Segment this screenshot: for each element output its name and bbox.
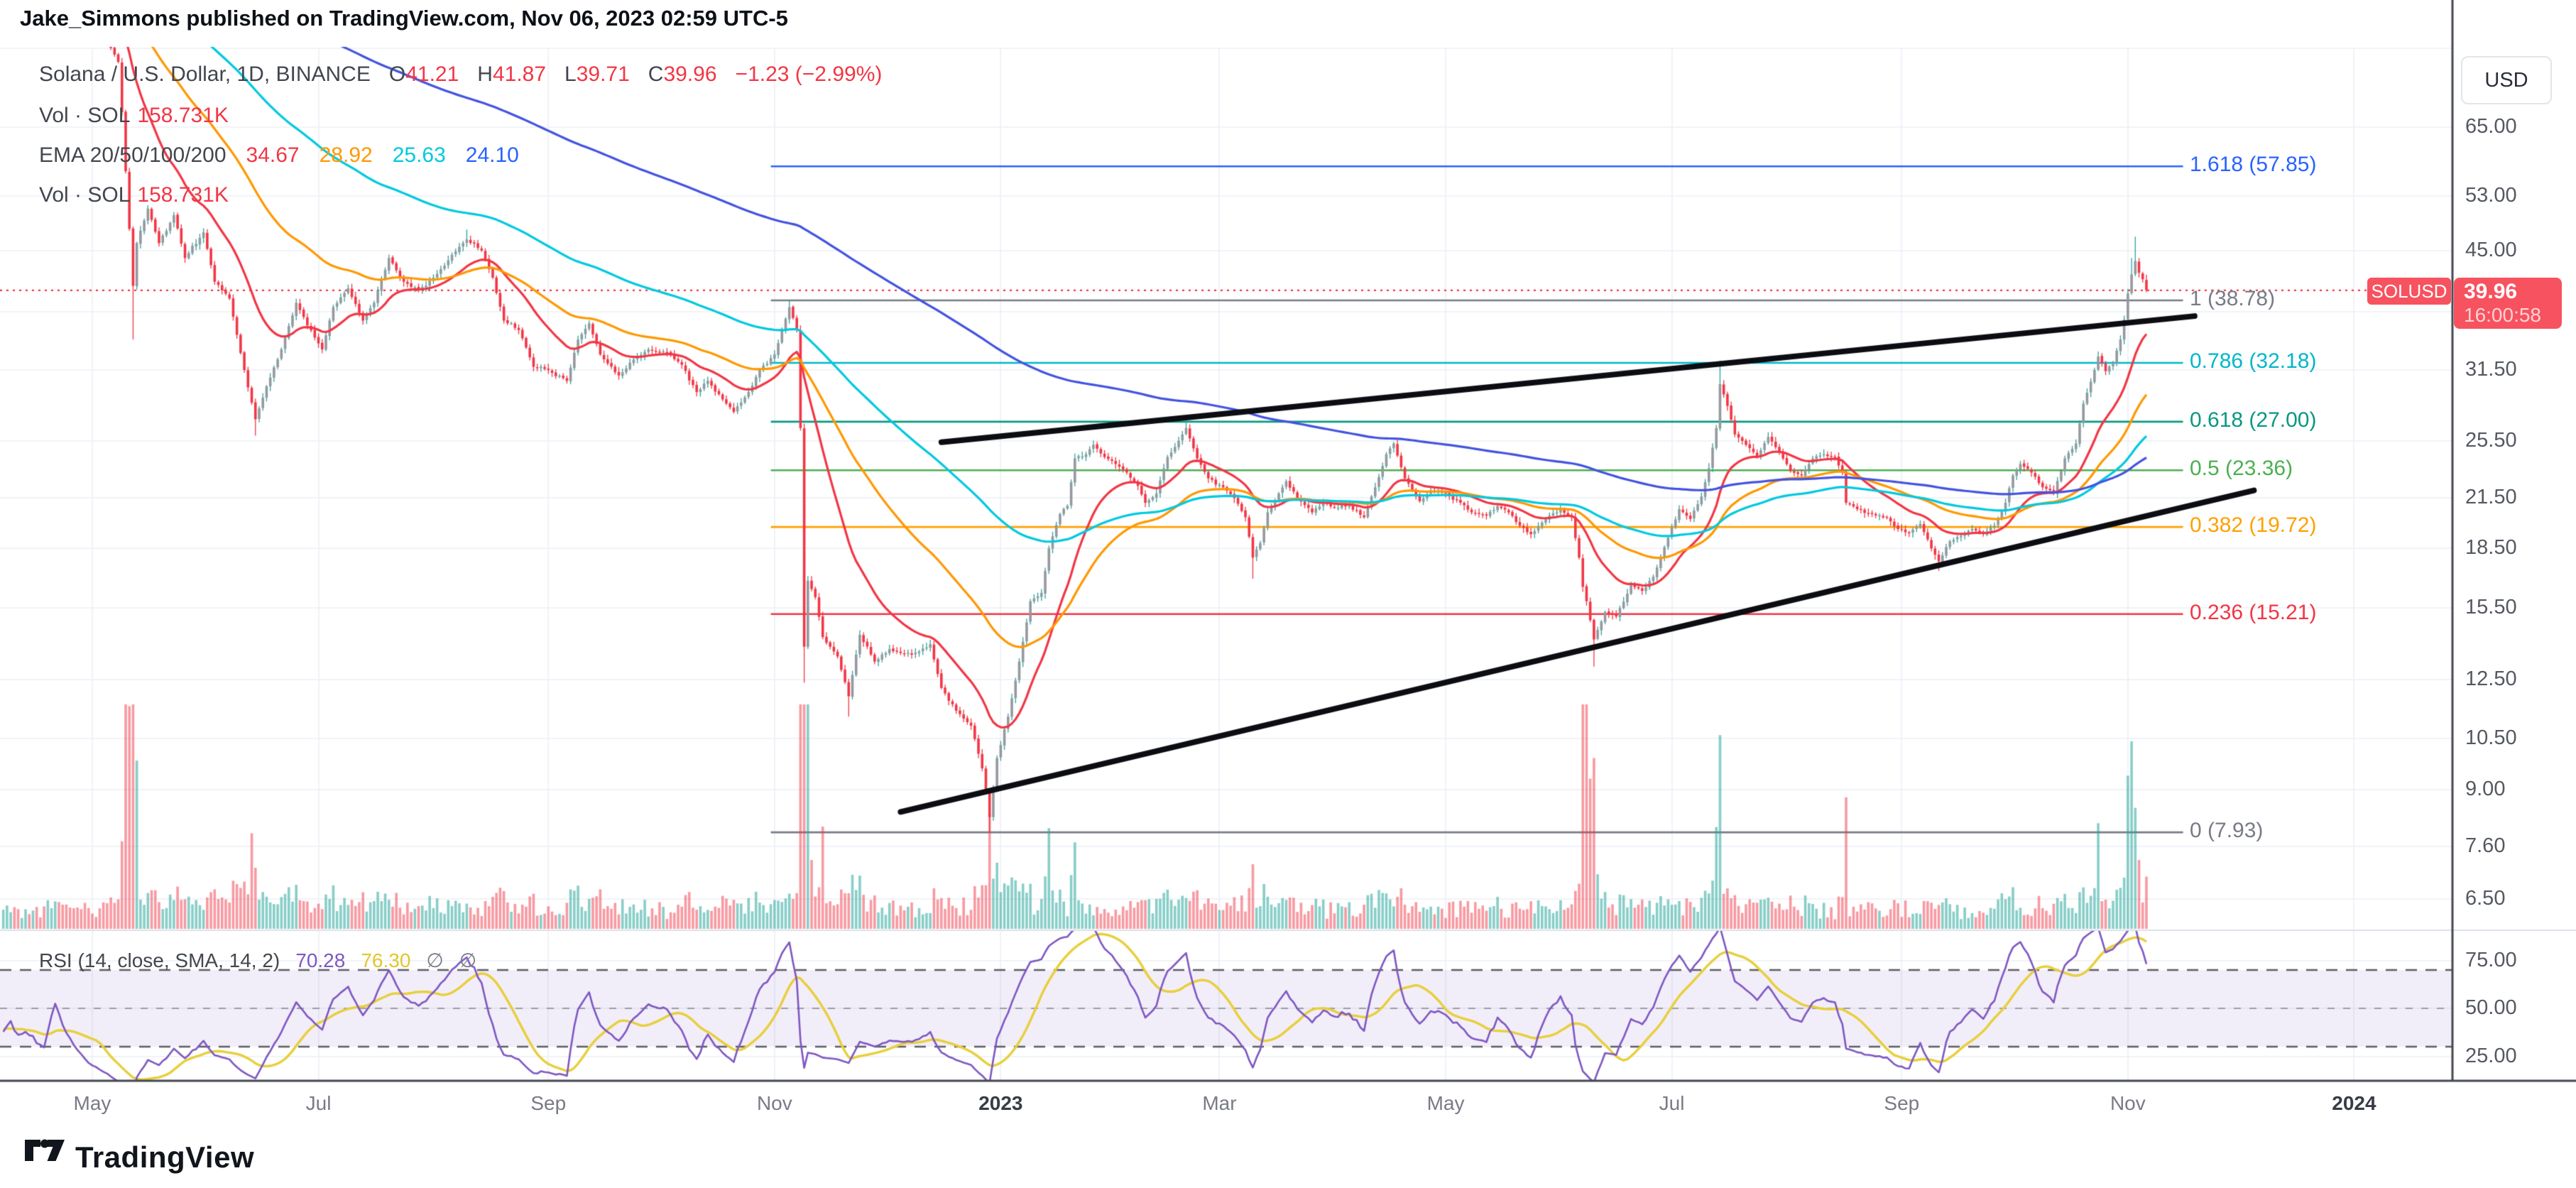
ema20-value: 34.67 [246,143,300,167]
last-price-axis-badge: 39.96 16:00:58 [2454,278,2562,329]
fib-label-0.236: 0.236 (15.21) [2190,600,2317,624]
published-attribution-line: Jake_Simmons published on TradingView.co… [20,6,788,31]
rsi-upper-empty: ∅ [426,949,444,971]
time-tick-May-2022-05-01: May [73,1092,111,1114]
volume-label: Vol · SOL [39,104,131,127]
price-tick-9.00: 9.00 [2465,778,2506,801]
rsi-value: 70.28 [295,949,346,971]
rsi-tick-25.00: 25.00 [2465,1044,2517,1067]
price-tick-12.50: 12.50 [2465,667,2517,691]
fib-label-1: 1 (38.78) [2190,286,2276,310]
price-tick-31.50: 31.50 [2465,358,2517,381]
price-tick-21.50: 21.50 [2465,486,2517,509]
fib-label-0.786: 0.786 (32.18) [2190,349,2317,374]
ohlc-c: C39.96 [648,62,717,86]
ohlc-values: O41.21 H41.87 L39.71 C39.96 [371,62,717,86]
time-tick-Sep-2023-09-01: Sep [1884,1092,1920,1114]
rsi-sma-value: 76.30 [361,949,411,971]
fib-label-1.618: 1.618 (57.85) [2190,153,2317,177]
price-tick-25.50: 25.50 [2465,428,2517,452]
currency-usd-button[interactable]: USD [2461,56,2552,104]
ohlc-h: H41.87 [477,62,547,86]
time-tick-Sep-2022-09-01: Sep [530,1092,567,1114]
price-tick-45.00: 45.00 [2465,238,2517,261]
tradingview-logo-text: TradingView [75,1140,255,1174]
change-value: −1.23 (−2.99%) [735,62,883,86]
symbol-title: Solana / U.S. Dollar, 1D, BINANCE [39,62,371,86]
bar-close-countdown: 16:00:58 [2464,304,2541,326]
price-tick-10.50: 10.50 [2465,726,2517,749]
volume-value: 158.731K [137,104,229,127]
time-tick-2024-2024-01-01: 2024 [2332,1092,2376,1114]
rsi-lower-empty: ∅ [459,949,477,971]
price-tick-53.00: 53.00 [2465,183,2517,207]
time-tick-Jul-2022-07-01: Jul [305,1092,332,1114]
ema200-value: 24.10 [465,143,519,167]
price-tick-65.00: 65.00 [2465,115,2517,138]
price-tick-18.50: 18.50 [2465,536,2517,560]
tradingview-watermark[interactable]: TradingView [24,1139,254,1175]
volume-label-2: Vol · SOL [39,183,131,207]
volume-legend-row-2[interactable]: Vol · SOL 158.731K [39,183,229,207]
rsi-tick-75.00: 75.00 [2465,948,2517,971]
ema-values: 34.67 28.92 25.63 24.10 [227,143,519,167]
ema50-value: 28.92 [319,143,373,167]
rsi-label: RSI (14, close, SMA, 14, 2) [39,949,280,971]
price-tick-7.60: 7.60 [2465,834,2506,858]
symbol-ohlc-legend-row[interactable]: Solana / U.S. Dollar, 1D, BINANCE O41.21 H… [39,62,882,87]
last-price-value: 39.96 [2464,280,2518,303]
rsi-tick-50.00: 50.00 [2465,996,2517,1019]
time-tick-May-2023-05-01: May [1426,1092,1465,1114]
tradingview-logo-icon [24,1139,65,1175]
fib-label-0: 0 (7.93) [2190,819,2264,843]
time-tick-Mar-2023-03-01: Mar [1202,1092,1237,1114]
time-tick-2023-2023-01-01: 2023 [978,1092,1023,1114]
ema100-value: 25.63 [392,143,446,167]
ema-label: EMA 20/50/100/200 [39,143,227,167]
ema-legend-row[interactable]: EMA 20/50/100/200 34.67 28.92 25.63 24.10 [39,143,519,168]
fib-label-0.618: 0.618 (27.00) [2190,408,2317,432]
symbol-price-line-badge: SOLUSD [2367,278,2451,305]
fib-label-0.5: 0.5 (23.36) [2190,457,2293,481]
price-tick-15.50: 15.50 [2465,595,2517,618]
volume-legend-row[interactable]: Vol · SOL 158.731K [39,104,229,128]
volume-value-2: 158.731K [137,183,229,207]
ohlc-l: L39.71 [564,62,630,86]
time-tick-Jul-2023-07-01: Jul [1659,1092,1685,1114]
rsi-legend-row[interactable]: RSI (14, close, SMA, 14, 2) 70.28 76.30 ∅ ∅ [39,949,476,972]
usd-button-label: USD [2484,68,2528,92]
symbol-badge-label: SOLUSD [2371,280,2447,302]
price-tick-6.50: 6.50 [2465,887,2506,910]
fib-label-0.382: 0.382 (19.72) [2190,513,2317,538]
ohlc-o: O41.21 [388,62,459,86]
time-tick-Nov-2022-11-01: Nov [756,1092,792,1114]
time-tick-Nov-2023-11-01: Nov [2110,1092,2146,1114]
